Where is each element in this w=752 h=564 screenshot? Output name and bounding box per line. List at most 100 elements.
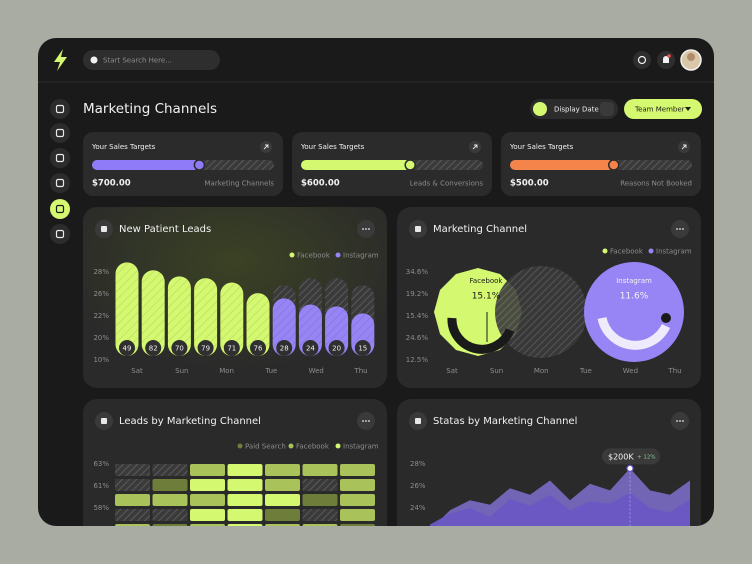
y-tick-label: 28% — [93, 268, 109, 276]
gauge-value: 11.6% — [620, 292, 649, 302]
heatmap-cell — [190, 464, 225, 476]
bar-label-badge — [223, 340, 240, 356]
progress-fill — [92, 160, 200, 170]
display-date-label: Display Date — [554, 106, 599, 114]
panel-title: New Patient Leads — [119, 224, 211, 235]
heatmap-cell — [265, 509, 300, 521]
sidebar-button[interactable] — [50, 148, 70, 168]
legend-label: Instagram — [656, 248, 692, 256]
heatmap-cell — [340, 464, 375, 476]
heatmap-cell — [302, 464, 338, 476]
charts: Facebook Instagram 28% 26% 22% 20% 10% Sat Sun Mo… — [93, 220, 692, 526]
search-box[interactable] — [83, 50, 220, 70]
heatmap-cell — [115, 509, 150, 521]
heatmap-cell — [340, 479, 375, 491]
panel-icon-glyph — [101, 226, 107, 232]
sidebar-button[interactable] — [50, 199, 70, 219]
dropdown-caret — [685, 107, 691, 111]
sidebar-button[interactable] — [50, 224, 70, 244]
y-tick-label: 15.4% — [406, 312, 429, 320]
heatmap-cell — [115, 464, 150, 476]
target-title: Your Sales Targets — [300, 143, 365, 151]
facebook-gauge-arc — [447, 317, 515, 354]
chat-icon — [637, 55, 647, 65]
heatmap-cell — [152, 464, 188, 476]
progress-knob — [404, 159, 416, 171]
legend-swatch — [288, 443, 294, 449]
bar-label-badge — [171, 340, 188, 356]
sidebar-button[interactable] — [50, 173, 70, 193]
target-value: $500.00 — [510, 179, 549, 189]
heatmap-cell — [265, 479, 300, 491]
sales-targets: Your Sales Targets $700.00 Marketing Chann… — [83, 132, 701, 196]
heatmap-cell — [115, 494, 150, 506]
chat-button[interactable] — [633, 51, 651, 69]
heatmap-cell — [227, 479, 263, 491]
gauge-value: 15.1% — [472, 292, 501, 302]
bar-texture — [115, 262, 139, 356]
bar-label: 24 — [306, 345, 315, 353]
avatar-face — [687, 53, 695, 61]
bar-label-badge — [302, 340, 319, 356]
calendar-icon[interactable] — [600, 102, 614, 116]
heatmap-cell — [190, 494, 225, 506]
panel-icon-glyph — [101, 418, 107, 424]
heatmap-cell — [152, 479, 188, 491]
area — [430, 492, 690, 526]
heatmap-cell — [227, 464, 263, 476]
x-tick-label: Tue — [264, 367, 277, 375]
target-value: $700.00 — [92, 179, 131, 189]
team-member-button[interactable] — [624, 99, 702, 119]
more-dot — [679, 420, 681, 422]
progress-fill — [301, 160, 411, 170]
tooltip-change: + 12% — [637, 454, 656, 460]
x-tick-label: Thu — [667, 367, 681, 375]
tooltip — [602, 448, 660, 465]
x-tick-label: Sun — [490, 367, 503, 375]
neutral-gauge — [495, 266, 587, 358]
display-date-button[interactable] — [530, 99, 618, 119]
x-tick-label: Mon — [534, 367, 549, 375]
bar-label-badge — [354, 340, 371, 356]
more-dot — [365, 228, 367, 230]
target-label: Leads & Conversions — [410, 180, 484, 188]
logo[interactable] — [54, 49, 67, 71]
sidebar-button[interactable] — [50, 99, 70, 119]
x-tick-label: Thu — [353, 367, 367, 375]
y-tick-label: 20% — [93, 334, 109, 342]
bar-label: 82 — [149, 345, 158, 353]
tooltip-value: $200K — [608, 452, 634, 461]
heatmap-cell — [302, 509, 338, 521]
sidebar-icon — [55, 153, 65, 163]
bar-label: 15 — [358, 345, 367, 353]
team-member-label: Team Member — [634, 106, 685, 114]
sidebar-icon — [55, 178, 65, 188]
panel-icon-glyph — [415, 226, 421, 232]
target-label: Marketing Channels — [205, 180, 275, 188]
panel-title: Marketing Channel — [433, 224, 527, 235]
sidebar-button[interactable] — [50, 123, 70, 143]
heatmap-cell — [190, 509, 225, 521]
bar-label: 28 — [280, 345, 289, 353]
y-tick-label: 26% — [93, 290, 109, 298]
bar-texture — [167, 276, 191, 356]
open-arrow — [472, 144, 478, 150]
progress-fill — [510, 160, 614, 170]
instagram-gauge-arc — [597, 316, 671, 350]
panel-icon-glyph — [415, 418, 421, 424]
more-dot — [362, 228, 364, 230]
heatmap-cell — [190, 479, 225, 491]
legend-label: Instagram — [343, 252, 379, 260]
heatmap-cell — [340, 509, 375, 521]
more-dot — [365, 420, 367, 422]
page-title: Marketing Channels — [83, 101, 217, 117]
heatmap-cell — [227, 494, 263, 506]
y-tick-label: 10% — [93, 356, 109, 364]
display-date-icon — [533, 102, 547, 116]
search-icon — [90, 56, 98, 64]
bar-texture — [246, 293, 270, 356]
panel-title: Statas by Marketing Channel — [433, 416, 577, 427]
highlight-point[interactable] — [626, 464, 634, 472]
